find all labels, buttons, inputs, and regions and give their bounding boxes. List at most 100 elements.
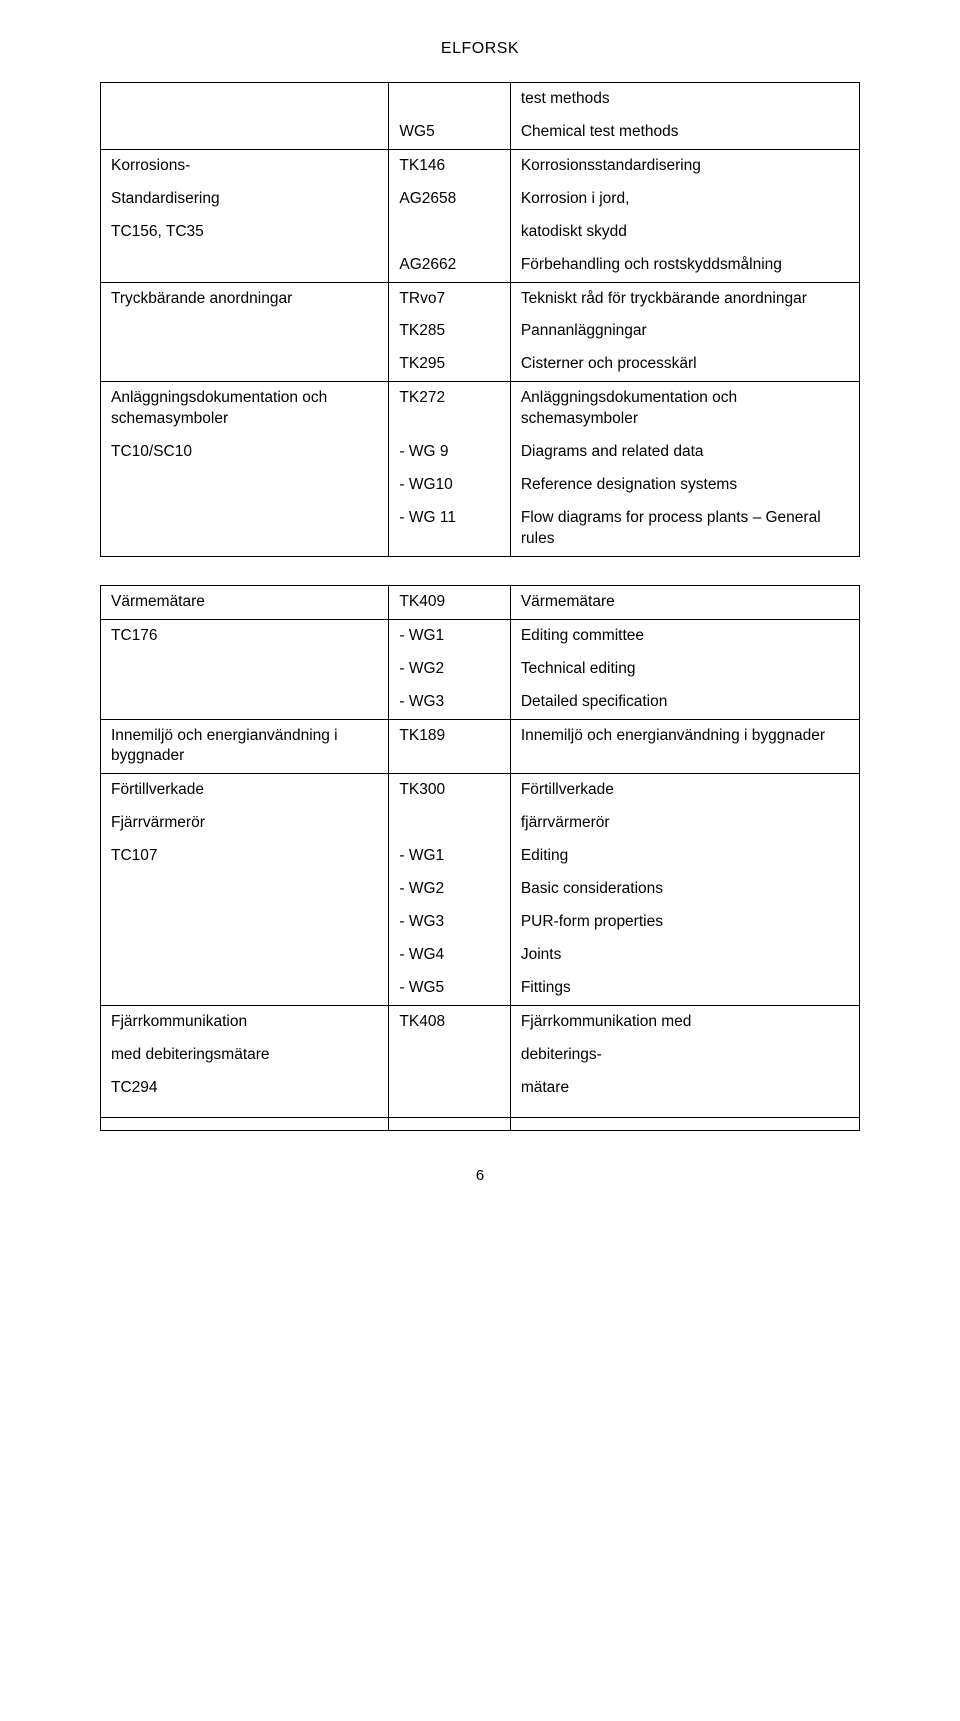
cell-mid: - WG2 [389, 653, 510, 686]
cell-right: Anläggningsdokumentation och schemasymbo… [510, 382, 859, 436]
cell-mid [389, 1117, 510, 1130]
cell-left [101, 653, 389, 686]
cell-mid: - WG 9 [389, 436, 510, 469]
table-row: - WG5Fittings [101, 972, 860, 1005]
cell-mid: - WG3 [389, 906, 510, 939]
cell-left [101, 686, 389, 719]
table-row: WG5Chemical test methods [101, 116, 860, 149]
cell-mid: WG5 [389, 116, 510, 149]
cell-left: Standardisering [101, 183, 389, 216]
cell-right: mätare [510, 1072, 859, 1105]
cell-left [101, 348, 389, 381]
cell-left: TC176 [101, 619, 389, 652]
table-row: TC10/SC10- WG 9Diagrams and related data [101, 436, 860, 469]
cell-left: Korrosions- [101, 149, 389, 182]
cell-right: Reference designation systems [510, 469, 859, 502]
table-row: Anläggningsdokumentation och schemasymbo… [101, 382, 860, 436]
cell-mid: - WG3 [389, 686, 510, 719]
cell-left [101, 939, 389, 972]
table-row: AG2662Förbehandling och rostskyddsmålnin… [101, 249, 860, 282]
cell-right: katodiskt skydd [510, 216, 859, 249]
cell-right: Pannanläggningar [510, 315, 859, 348]
cell-left [101, 315, 389, 348]
cell-right: Förbehandling och rostskyddsmålning [510, 249, 859, 282]
table-row [101, 1117, 860, 1130]
table-row: TK285Pannanläggningar [101, 315, 860, 348]
table-row: TC294mätare [101, 1072, 860, 1105]
cell-right: debiterings- [510, 1039, 859, 1072]
cell-right: Innemiljö och energianvändning i byggnad… [510, 719, 859, 774]
table-row: FjärrkommunikationTK408Fjärrkommunikatio… [101, 1005, 860, 1038]
cell-left: TC156, TC35 [101, 216, 389, 249]
cell-mid [389, 1039, 510, 1072]
cell-mid [389, 83, 510, 116]
cell-left [101, 116, 389, 149]
table-row: Tryckbärande anordningarTRvo7Tekniskt rå… [101, 282, 860, 315]
table-row: Fjärrvärmerör fjärrvärmerör [101, 807, 860, 840]
cell-mid: - WG4 [389, 939, 510, 972]
cell-right: Cisterner och processkärl [510, 348, 859, 381]
table-row: Korrosions-TK146Korrosionsstandardiserin… [101, 149, 860, 182]
page-header: ELFORSK [100, 40, 860, 58]
cell-mid: TK409 [389, 585, 510, 619]
cell-mid: - WG2 [389, 873, 510, 906]
table-row: TC107- WG1Editing [101, 840, 860, 873]
cell-mid: TK146 [389, 149, 510, 182]
cell-left: Fjärrkommunikation [101, 1005, 389, 1038]
cell-right: Chemical test methods [510, 116, 859, 149]
cell-right: Technical editing [510, 653, 859, 686]
cell-left: Fjärrvärmerör [101, 807, 389, 840]
cell-left: TC107 [101, 840, 389, 873]
cell-mid: AG2658 [389, 183, 510, 216]
table-row: - WG2Technical editing [101, 653, 860, 686]
cell-mid: AG2662 [389, 249, 510, 282]
table-row: - WG 11Flow diagrams for process plants … [101, 502, 860, 556]
cell-left [101, 83, 389, 116]
cell-mid [389, 216, 510, 249]
table-row [101, 1105, 860, 1118]
cell-right: fjärrvärmerör [510, 807, 859, 840]
cell-mid: - WG1 [389, 619, 510, 652]
table-row: - WG3PUR-form properties [101, 906, 860, 939]
table-row: - WG10Reference designation systems [101, 469, 860, 502]
cell-right: Korrosion i jord, [510, 183, 859, 216]
page-number: 6 [100, 1167, 860, 1184]
table-spacer [100, 557, 860, 585]
cell-right [510, 1117, 859, 1130]
cell-right: Korrosionsstandardisering [510, 149, 859, 182]
cell-left: Tryckbärande anordningar [101, 282, 389, 315]
cell-left [101, 1117, 389, 1130]
cell-mid: TK300 [389, 774, 510, 807]
cell-right: Detailed specification [510, 686, 859, 719]
table-row: FörtillverkadeTK300Förtillverkade [101, 774, 860, 807]
cell-right: Fittings [510, 972, 859, 1005]
cell-right: Editing [510, 840, 859, 873]
cell-right: Flow diagrams for process plants – Gener… [510, 502, 859, 556]
table-row: - WG3Detailed specification [101, 686, 860, 719]
cell-mid [389, 807, 510, 840]
table-row: TK295Cisterner och processkärl [101, 348, 860, 381]
cell-right: Tekniskt råd för tryckbärande anordninga… [510, 282, 859, 315]
cell-right: Basic considerations [510, 873, 859, 906]
cell-mid: TK295 [389, 348, 510, 381]
cell-right: Diagrams and related data [510, 436, 859, 469]
table-row: TC156, TC35 katodiskt skydd [101, 216, 860, 249]
cell-left: TC10/SC10 [101, 436, 389, 469]
cell-left [101, 249, 389, 282]
cell-right [510, 1105, 859, 1118]
cell-mid: TK189 [389, 719, 510, 774]
cell-left: med debiteringsmätare [101, 1039, 389, 1072]
page: ELFORSK test methodsWG5Chemical test met… [0, 0, 960, 1224]
cell-left [101, 1105, 389, 1118]
table-2: VärmemätareTK409VärmemätareTC176- WG1 Edi… [100, 585, 860, 1131]
cell-mid [389, 1072, 510, 1105]
cell-mid: - WG10 [389, 469, 510, 502]
cell-right: PUR-form properties [510, 906, 859, 939]
cell-left: Anläggningsdokumentation och schemasymbo… [101, 382, 389, 436]
table-1: test methodsWG5Chemical test methodsKorr… [100, 82, 860, 557]
cell-right: Joints [510, 939, 859, 972]
table-row: VärmemätareTK409Värmemätare [101, 585, 860, 619]
table-row: med debiteringsmätare debiterings- [101, 1039, 860, 1072]
table-row: StandardiseringAG2658 Korrosion i jord, [101, 183, 860, 216]
cell-mid: TK285 [389, 315, 510, 348]
